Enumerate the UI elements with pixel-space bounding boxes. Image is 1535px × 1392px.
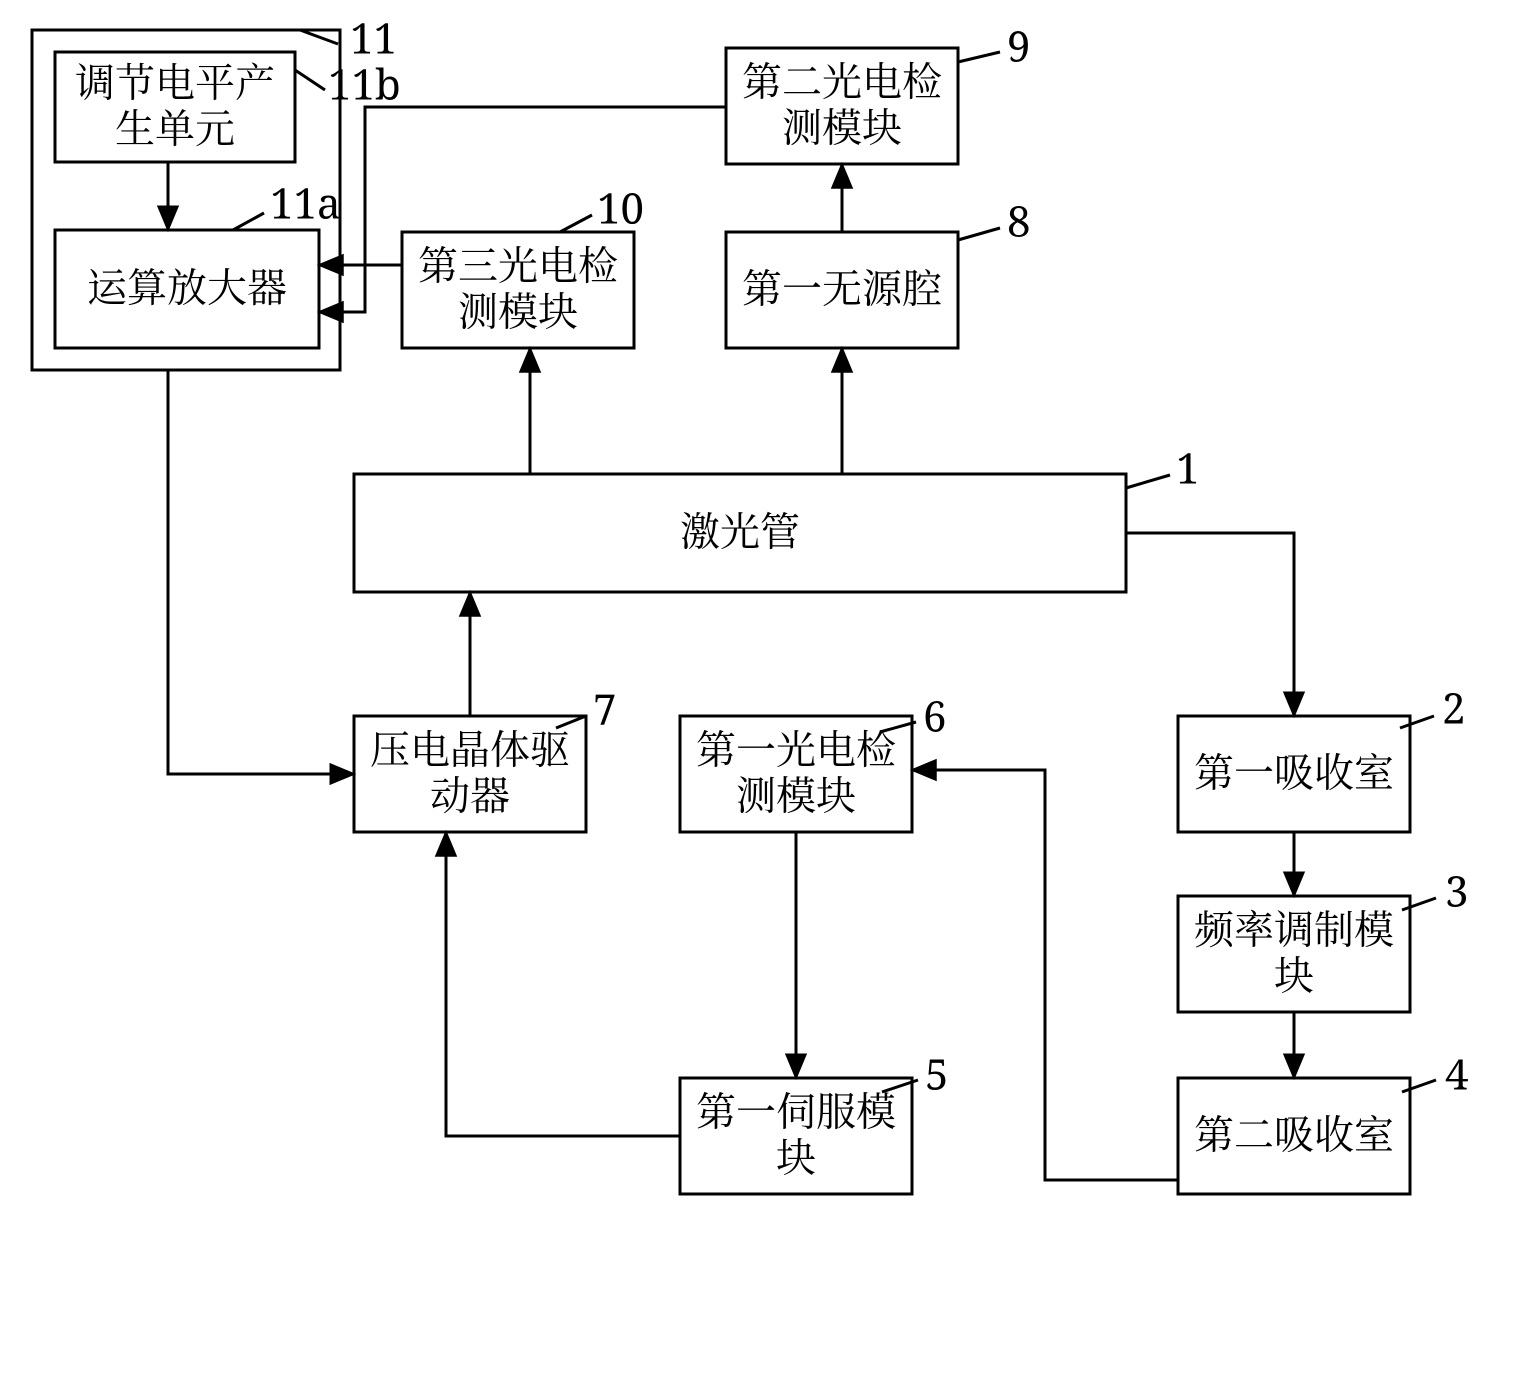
node-n11b: 调节电平产生单元11b [55, 51, 401, 162]
node-n8: 第一无源腔 8 [726, 192, 1030, 348]
edge-e_5_7 [446, 832, 680, 1136]
node-text-n2-0: 第一吸收室 [1194, 741, 1394, 798]
node-n9: 第二光电检测模块9 [726, 17, 1030, 164]
node-n11a: 运算放大器 11a [55, 174, 341, 348]
edge-e_4_5 [912, 770, 1178, 1180]
node-n7: 压电晶体驱动器7 [354, 680, 616, 832]
label-leader-n11_outer [300, 30, 338, 44]
label-leader-n3 [1402, 898, 1436, 910]
node-n3: 频率调制模块3 [1178, 862, 1468, 1012]
label-leader-n10 [560, 215, 592, 232]
label-num-n6: 6 [923, 687, 946, 744]
node-layer: 11调节电平产生单元11b运算放大器11a第三光电检测模块10第二光电检测模块9… [32, 9, 1468, 1194]
node-text-n10-1: 测模块 [458, 280, 578, 337]
label-leader-n11b [295, 70, 325, 90]
label-leader-n11a [233, 213, 264, 230]
label-num-n11b: 11b [328, 55, 401, 112]
label-leader-n2 [1400, 716, 1434, 728]
node-n4: 第二吸收室 4 [1178, 1045, 1468, 1194]
node-n10: 第三光电检测模块10 [402, 179, 644, 348]
edge-e_11a_7 [168, 370, 354, 774]
label-num-n1: 1 [1176, 439, 1199, 496]
node-text-n7-1: 动器 [430, 764, 510, 821]
edge-e_1_2 [1126, 533, 1294, 716]
node-text-n5-1: 块 [776, 1126, 816, 1183]
node-text-n8-0: 第一无源腔 [742, 257, 942, 314]
edge-layer [168, 107, 1294, 1180]
label-num-n10: 10 [597, 179, 644, 236]
node-text-n11a-0: 运算放大器 [87, 256, 287, 313]
label-num-n8: 8 [1007, 192, 1030, 249]
label-num-n7: 7 [593, 680, 616, 737]
label-num-n11a: 11a [270, 174, 341, 231]
label-leader-n8 [958, 228, 1000, 240]
label-leader-n4 [1402, 1080, 1436, 1092]
node-text-n11b-1: 生单元 [115, 97, 235, 154]
node-text-n6-1: 测模块 [736, 764, 856, 821]
node-n1: 激光管 1 [354, 439, 1199, 592]
label-leader-n1 [1126, 475, 1170, 488]
node-n5: 第一伺服模块5 [680, 1045, 948, 1194]
node-text-n4-0: 第二吸收室 [1194, 1103, 1394, 1160]
node-text-n3-1: 块 [1274, 944, 1314, 1001]
label-num-n9: 9 [1007, 17, 1030, 74]
label-num-n5: 5 [925, 1045, 948, 1102]
label-leader-n9 [958, 52, 1000, 62]
node-text-n9-1: 测模块 [782, 96, 902, 153]
label-num-n3: 3 [1445, 862, 1468, 919]
label-num-n4: 4 [1445, 1045, 1468, 1102]
node-n2: 第一吸收室 2 [1178, 679, 1465, 832]
node-n6: 第一光电检测模块6 [680, 687, 946, 832]
node-text-n1-0: 激光管 [680, 500, 800, 557]
label-num-n2: 2 [1442, 679, 1465, 736]
